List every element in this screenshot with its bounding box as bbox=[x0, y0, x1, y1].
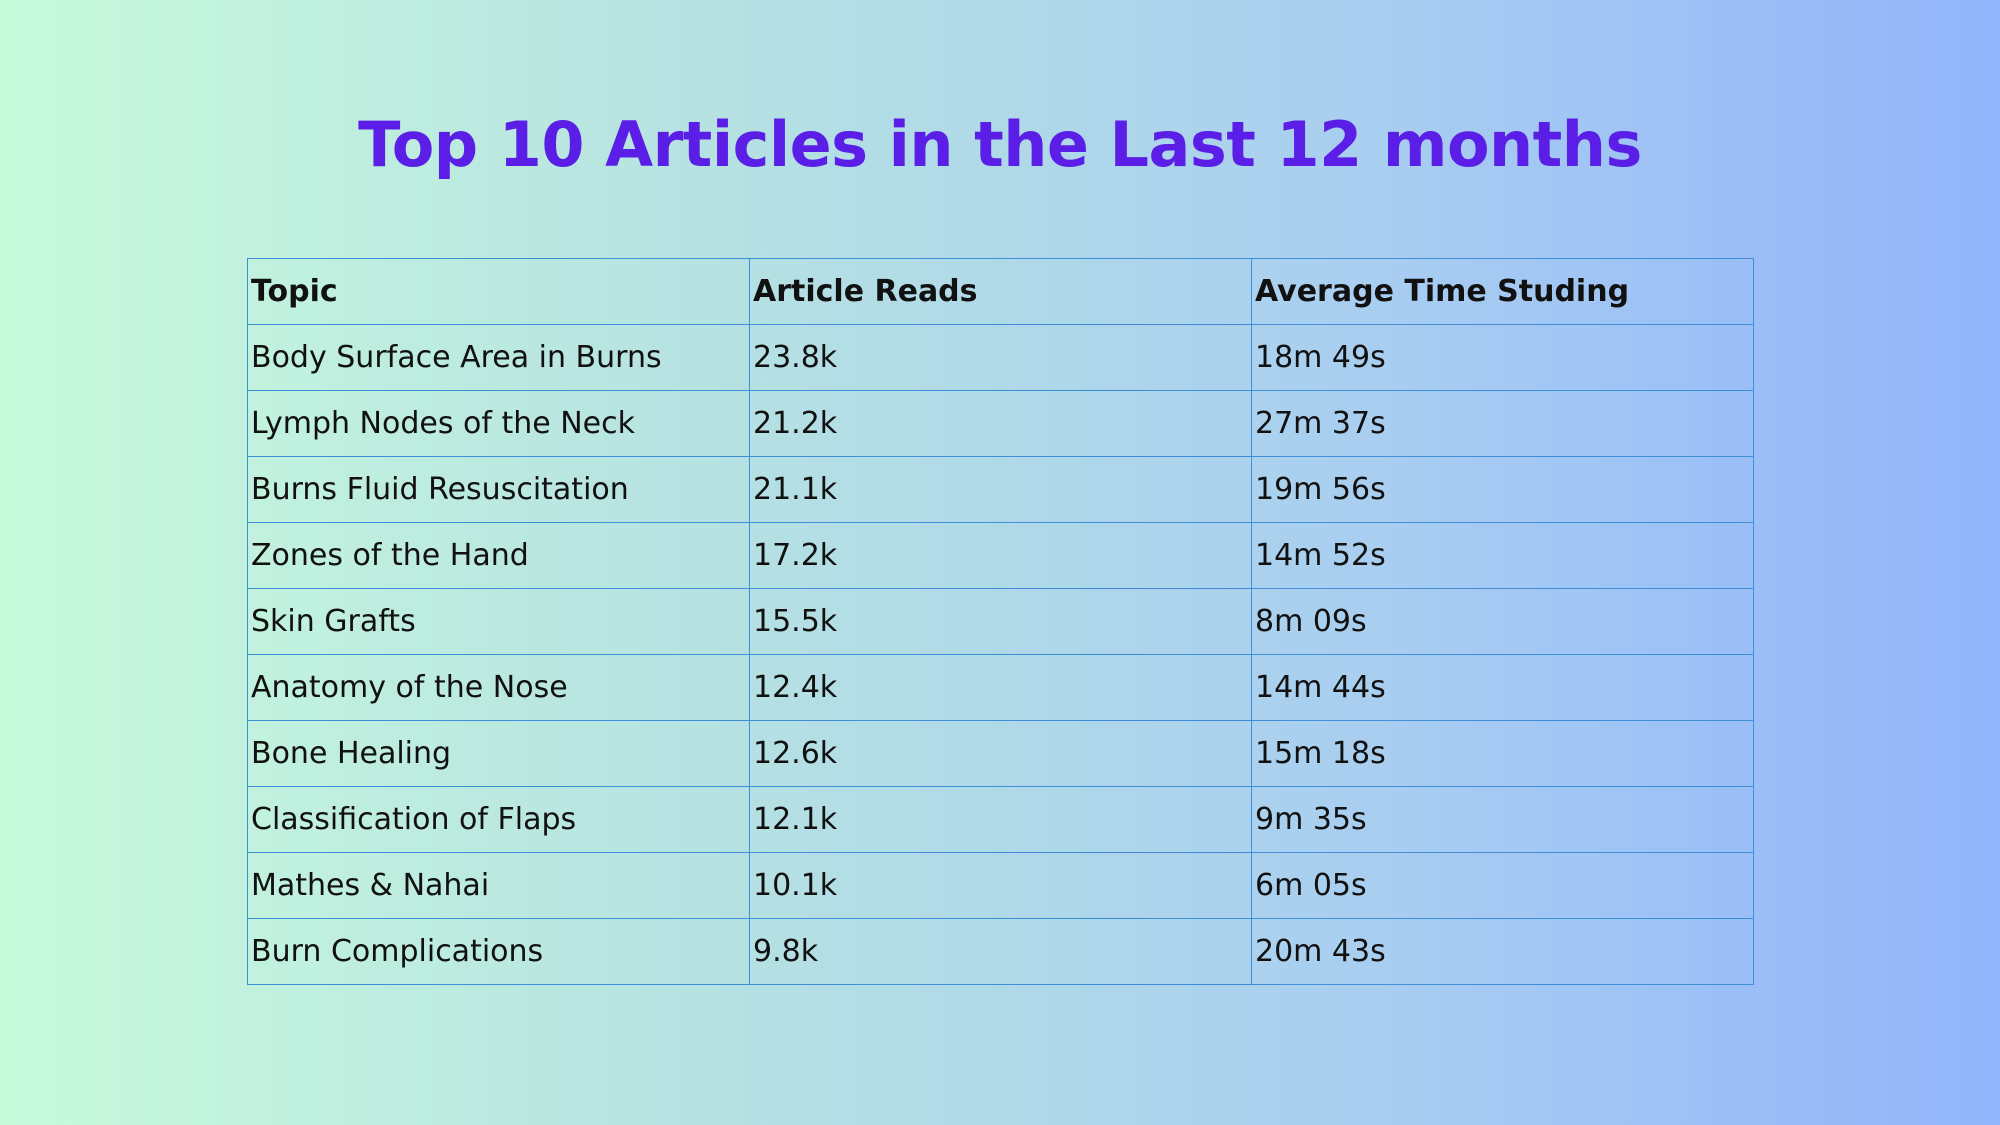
table-row: Mathes & Nahai 10.1k 6m 05s bbox=[247, 852, 1754, 919]
cell-topic: Bone Healing bbox=[247, 720, 750, 787]
column-header-average-time: Average Time Studing bbox=[1251, 258, 1754, 325]
cell-average-time: 14m 52s bbox=[1251, 522, 1754, 589]
cell-average-time: 20m 43s bbox=[1251, 918, 1754, 985]
cell-article-reads: 12.1k bbox=[749, 786, 1252, 853]
table-row: Burns Fluid Resuscitation 21.1k 19m 56s bbox=[247, 456, 1754, 523]
cell-article-reads: 15.5k bbox=[749, 588, 1252, 655]
cell-topic: Burns Fluid Resuscitation bbox=[247, 456, 750, 523]
cell-article-reads: 21.1k bbox=[749, 456, 1252, 523]
table-row: Classification of Flaps 12.1k 9m 35s bbox=[247, 786, 1754, 853]
cell-topic: Classification of Flaps bbox=[247, 786, 750, 853]
cell-average-time: 14m 44s bbox=[1251, 654, 1754, 721]
table-row: Burn Complications 9.8k 20m 43s bbox=[247, 918, 1754, 985]
table-row: Body Surface Area in Burns 23.8k 18m 49s bbox=[247, 324, 1754, 391]
cell-article-reads: 12.6k bbox=[749, 720, 1252, 787]
cell-average-time: 9m 35s bbox=[1251, 786, 1754, 853]
cell-average-time: 18m 49s bbox=[1251, 324, 1754, 391]
cell-average-time: 8m 09s bbox=[1251, 588, 1754, 655]
table-row: Bone Healing 12.6k 15m 18s bbox=[247, 720, 1754, 787]
articles-table: Topic Article Reads Average Time Studing… bbox=[247, 258, 1754, 985]
cell-article-reads: 10.1k bbox=[749, 852, 1252, 919]
cell-topic: Burn Complications bbox=[247, 918, 750, 985]
table-row: Skin Grafts 15.5k 8m 09s bbox=[247, 588, 1754, 655]
cell-average-time: 27m 37s bbox=[1251, 390, 1754, 457]
cell-topic: Anatomy of the Nose bbox=[247, 654, 750, 721]
cell-article-reads: 9.8k bbox=[749, 918, 1252, 985]
table-row: Anatomy of the Nose 12.4k 14m 44s bbox=[247, 654, 1754, 721]
cell-article-reads: 12.4k bbox=[749, 654, 1252, 721]
cell-topic: Lymph Nodes of the Neck bbox=[247, 390, 750, 457]
cell-topic: Body Surface Area in Burns bbox=[247, 324, 750, 391]
cell-average-time: 15m 18s bbox=[1251, 720, 1754, 787]
table-header-row: Topic Article Reads Average Time Studing bbox=[247, 258, 1754, 325]
column-header-article-reads: Article Reads bbox=[749, 258, 1252, 325]
column-header-topic: Topic bbox=[247, 258, 750, 325]
cell-average-time: 6m 05s bbox=[1251, 852, 1754, 919]
cell-article-reads: 23.8k bbox=[749, 324, 1252, 391]
cell-average-time: 19m 56s bbox=[1251, 456, 1754, 523]
cell-topic: Mathes & Nahai bbox=[247, 852, 750, 919]
table-row: Lymph Nodes of the Neck 21.2k 27m 37s bbox=[247, 390, 1754, 457]
cell-topic: Zones of the Hand bbox=[247, 522, 750, 589]
chart-title: Top 10 Articles in the Last 12 months bbox=[358, 108, 1642, 181]
cell-topic: Skin Grafts bbox=[247, 588, 750, 655]
cell-article-reads: 17.2k bbox=[749, 522, 1252, 589]
cell-article-reads: 21.2k bbox=[749, 390, 1252, 457]
table-row: Zones of the Hand 17.2k 14m 52s bbox=[247, 522, 1754, 589]
